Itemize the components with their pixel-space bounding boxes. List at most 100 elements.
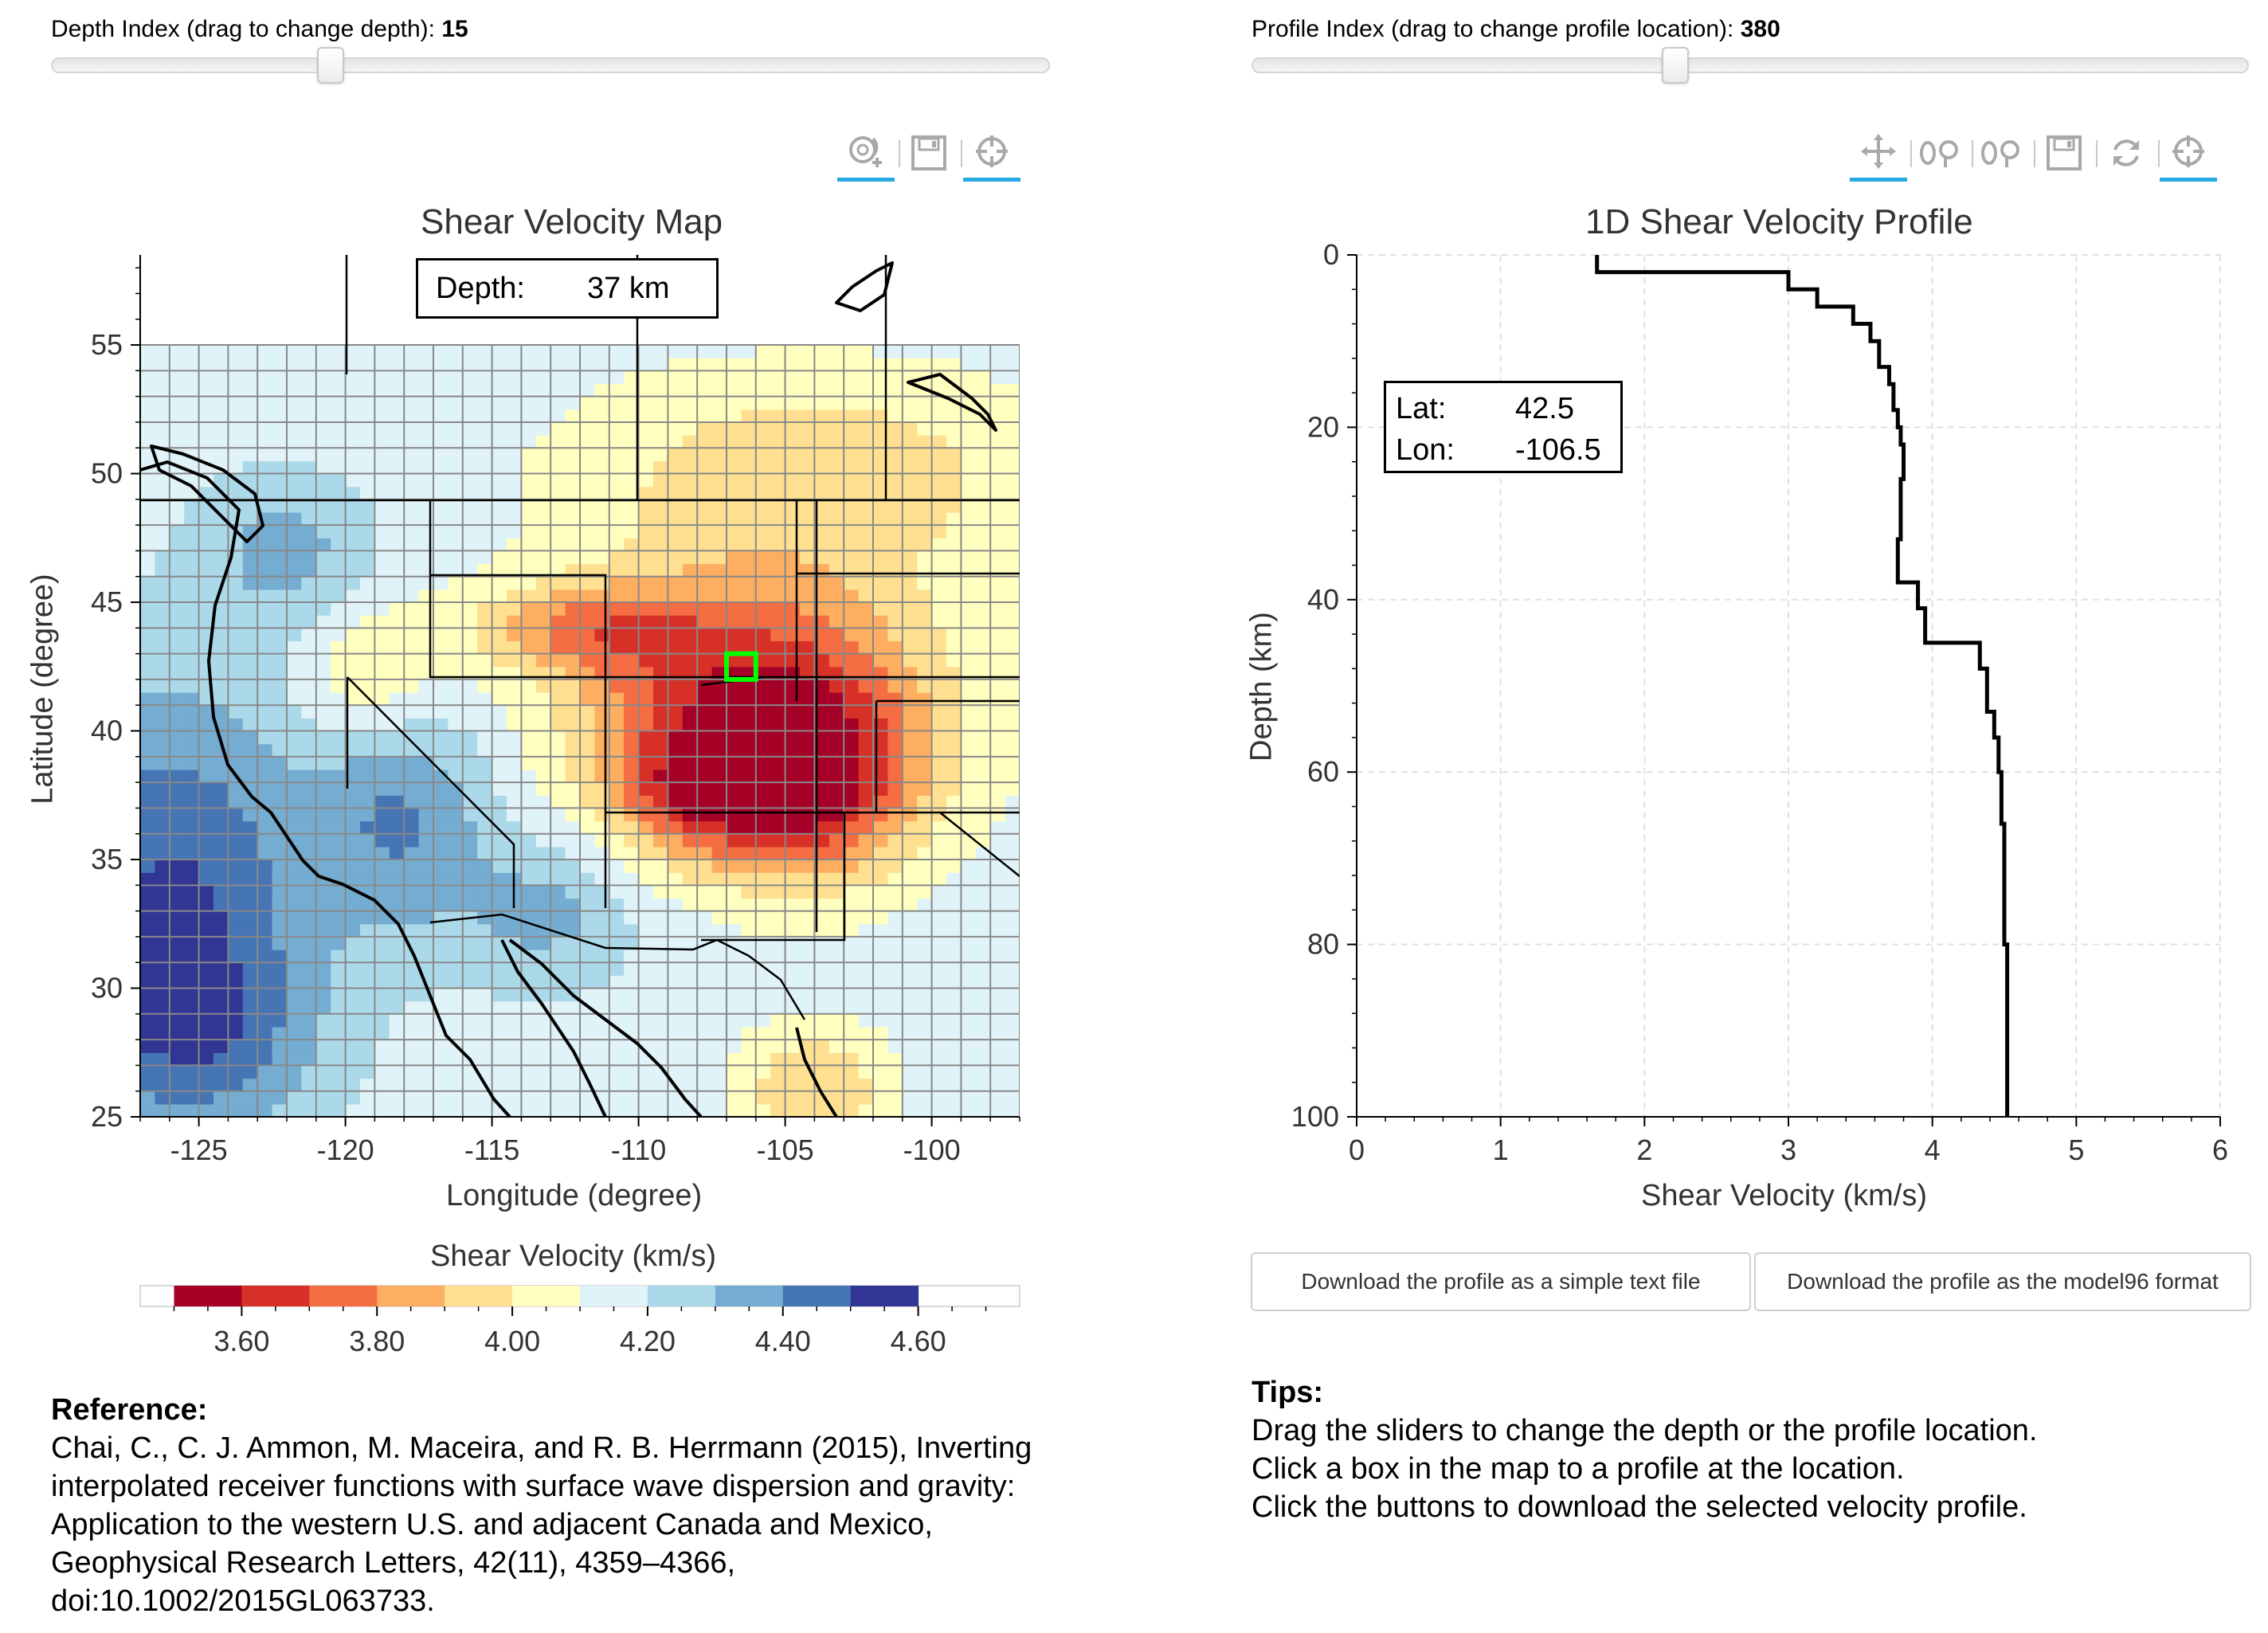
profile-y-axis-label: Depth (km): [1244, 612, 1279, 762]
map-x-tick-label: -105: [757, 1134, 814, 1166]
profile-x-tick-label: 6: [2212, 1134, 2228, 1166]
latlon-box: Lat: 42.5 Lon: -106.5: [1384, 381, 1623, 473]
lat-label: Lat:: [1396, 391, 1447, 425]
colorbar-tick-label: 4.40: [755, 1325, 811, 1357]
map-y-tick-label: 40: [91, 715, 123, 747]
tips-line: Click the buttons to download the select…: [1252, 1490, 2027, 1524]
profile-x-tick-label: 0: [1349, 1134, 1365, 1166]
colorbar-swatch: [715, 1286, 784, 1306]
wheel-zoom-y-icon[interactable]: [1973, 124, 2031, 182]
selected-profile-cell[interactable]: [724, 651, 758, 682]
depth-slider-handle[interactable]: [317, 47, 345, 84]
profile-x-axis-label: Shear Velocity (km/s): [1641, 1179, 1927, 1212]
reset-icon[interactable]: [2098, 124, 2155, 182]
reference-line: Application to the western U.S. and adja…: [51, 1508, 933, 1541]
toolbar-separator: [1910, 140, 1912, 167]
reference-section: Reference: Chai, C., C. J. Ammon, M. Mac…: [51, 1391, 1166, 1620]
crosshair-icon[interactable]: [963, 124, 1020, 182]
reference-line: interpolated receiver functions with sur…: [51, 1470, 1016, 1503]
lon-value: -106.5: [1515, 433, 1601, 467]
zoom-reset-icon[interactable]: [837, 124, 895, 182]
map-y-tick-label: 25: [91, 1100, 123, 1133]
profile-x-tick-label: 4: [1925, 1134, 1941, 1166]
download-simple-text-button[interactable]: Download the profile as a simple text fi…: [1251, 1252, 1751, 1311]
map-y-tick-label: 50: [91, 457, 123, 490]
colorbar-swatch: [782, 1286, 852, 1306]
map-y-axis-label: Latitude (degree): [25, 574, 60, 805]
profile-title: 1D Shear Velocity Profile: [1585, 202, 1973, 241]
crosshair-icon[interactable]: [2160, 124, 2217, 182]
profile-slider-value: 380: [1740, 16, 1780, 42]
profile-y-tick-label: 60: [1307, 755, 1339, 788]
colorbar-swatch: [241, 1286, 310, 1306]
depth-box-label: Depth:: [436, 271, 525, 305]
colorbar-tick-label: 3.80: [349, 1325, 405, 1357]
depth-box: Depth: 37 km: [416, 258, 719, 319]
colorbar-swatch: [309, 1286, 378, 1306]
reference-line: doi:10.1002/2015GL063733.: [51, 1584, 435, 1618]
colorbar-title: Shear Velocity (km/s): [430, 1239, 716, 1273]
download-model96-button[interactable]: Download the profile as the model96 form…: [1754, 1252, 2251, 1311]
profile-y-tick-label: 100: [1291, 1100, 1339, 1133]
pan-icon[interactable]: [1850, 124, 1907, 182]
profile-x-tick-label: 3: [1780, 1134, 1796, 1166]
colorbar-swatch: [445, 1286, 513, 1306]
baja-coast: [500, 939, 607, 1117]
shear-velocity-map[interactable]: -125 -120 -115 -110 -105 -100 55 50 45 40 35 30 25: [0, 0, 1131, 1370]
lat-value: 42.5: [1515, 391, 1574, 425]
profile-x-tick-label: 2: [1636, 1134, 1652, 1166]
toolbar-separator: [2034, 140, 2035, 167]
profile-x-tick-label: 1: [1493, 1134, 1509, 1166]
colorbar-tick-label: 4.20: [620, 1325, 676, 1357]
reference-line: Chai, C., C. J. Ammon, M. Maceira, and R…: [51, 1431, 1032, 1465]
colorbar-swatch: [174, 1286, 242, 1306]
tips-heading: Tips:: [1252, 1376, 1324, 1409]
profile-x-tick-label: 5: [2068, 1134, 2084, 1166]
colorbar-tick-label: 4.60: [891, 1325, 946, 1357]
profile-y-tick-label: 40: [1307, 583, 1339, 616]
tips-section: Tips: Drag the sliders to change the dep…: [1252, 1373, 2247, 1526]
map-x-tick-label: -110: [611, 1134, 666, 1166]
map-x-axis-label: Longitude (degree): [446, 1179, 703, 1212]
gulf-mexico-coast: [795, 1027, 838, 1117]
vancouver-island: [150, 444, 264, 543]
colorbar: 3.60 3.80 4.00 4.20 4.40 4.60: [139, 1285, 1020, 1357]
colorbar-tick-label: 3.60: [213, 1325, 269, 1357]
save-icon[interactable]: [900, 124, 958, 182]
wheel-zoom-x-icon[interactable]: [1912, 124, 1969, 182]
map-x-tick-label: -120: [317, 1134, 374, 1166]
reference-heading: Reference:: [51, 1393, 208, 1427]
toolbar-separator: [1972, 140, 1973, 167]
profile-y-tick-label: 80: [1307, 928, 1339, 961]
colorbar-swatch: [647, 1286, 716, 1306]
us-mexico-border: [429, 913, 806, 1020]
toolbar-separator: [899, 140, 900, 167]
velocity-profile-line: [1595, 255, 2010, 1117]
reference-line: Geophysical Research Letters, 42(11), 43…: [51, 1546, 736, 1580]
great-lakes: [907, 373, 997, 432]
hudson-bay-coast: [835, 261, 894, 312]
profile-y-tick-label: 20: [1307, 410, 1339, 443]
toolbar-separator: [2158, 140, 2160, 167]
map-y-tick-label: 45: [91, 585, 123, 618]
lon-label: Lon:: [1396, 433, 1455, 467]
map-title: Shear Velocity Map: [421, 202, 723, 241]
map-x-tick-label: -115: [464, 1134, 519, 1166]
map-x-tick-label: -125: [170, 1134, 228, 1166]
profile-y-tick-label: 0: [1323, 238, 1339, 271]
profile-slider-handle[interactable]: [1662, 47, 1690, 84]
toolbar-separator: [2096, 140, 2098, 167]
map-y-tick-label: 30: [91, 972, 123, 1004]
save-icon[interactable]: [2035, 124, 2093, 182]
depth-slider-label: Depth Index (drag to change depth): 15: [51, 16, 468, 43]
map-y-tick-label: 55: [91, 328, 123, 361]
depth-slider-track[interactable]: [51, 57, 1050, 73]
profile-slider-label: Profile Index (drag to change profile lo…: [1252, 16, 1780, 43]
colorbar-swatch: [377, 1286, 445, 1306]
map-y-tick-label: 35: [91, 843, 123, 875]
toolbar-separator: [961, 140, 962, 167]
pacific-coastline: [140, 460, 511, 1117]
profile-slider-track[interactable]: [1252, 57, 2249, 73]
colorbar-swatch: [580, 1286, 648, 1306]
